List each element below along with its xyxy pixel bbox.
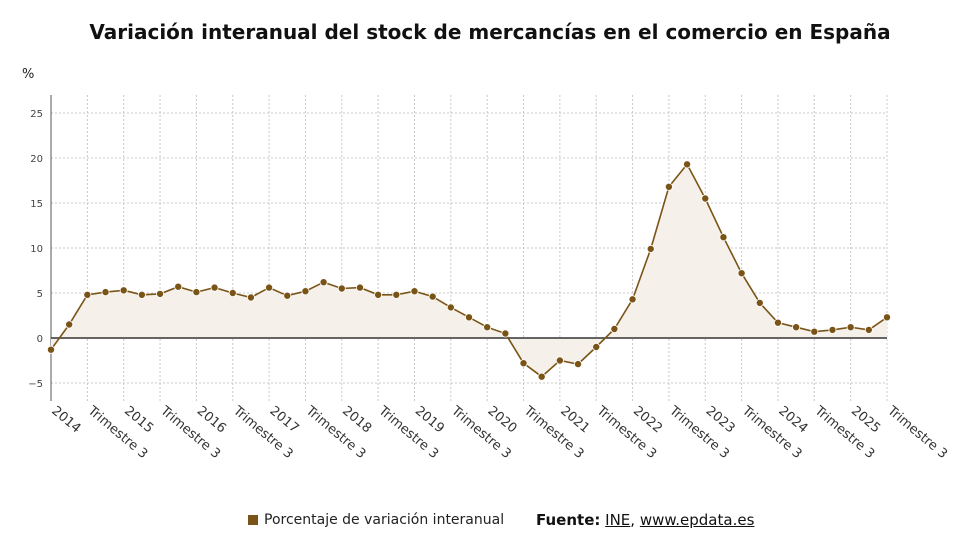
data-point [828, 325, 837, 334]
data-point [392, 290, 401, 299]
data-point [210, 283, 219, 292]
data-point [610, 324, 619, 333]
data-point [428, 292, 437, 301]
data-point [864, 325, 873, 334]
legend-label: Porcentaje de variación interanual [264, 512, 505, 528]
y-tick-label: 15 [30, 199, 43, 210]
data-point [664, 182, 673, 191]
data-point [156, 289, 165, 298]
x-tick-label: Trimestre 3 [884, 403, 950, 462]
data-point [792, 323, 801, 332]
data-point [483, 323, 492, 332]
data-point [719, 233, 728, 242]
data-point [701, 194, 710, 203]
data-point [101, 288, 110, 297]
chart-title: Variación interanual del stock de mercan… [89, 20, 891, 44]
y-tick-label: 20 [30, 154, 43, 165]
data-point [410, 287, 419, 296]
y-tick-labels: −5 0 5 10 15 20 25 [28, 109, 43, 390]
data-point [592, 342, 601, 351]
y-tick-label: 10 [30, 244, 43, 255]
data-point [446, 303, 455, 312]
data-point [737, 269, 746, 278]
series-area [51, 164, 887, 377]
y-tick-label: 25 [30, 109, 43, 120]
data-point [355, 283, 364, 292]
data-point [628, 295, 637, 304]
data-point [228, 288, 237, 297]
data-point [137, 290, 146, 299]
data-point [519, 359, 528, 368]
data-point [574, 360, 583, 369]
data-point [65, 320, 74, 329]
data-point [283, 291, 292, 300]
y-tick-label: 0 [37, 334, 43, 345]
data-point [683, 160, 692, 169]
source-link-epdata[interactable]: www.epdata.es [639, 511, 755, 529]
data-point [501, 329, 510, 338]
data-point [537, 372, 546, 381]
source-label: Fuente: [536, 511, 601, 529]
y-tick-label: 5 [37, 289, 43, 300]
data-point [810, 327, 819, 336]
y-axis-unit: % [22, 67, 35, 82]
y-tick-label: −5 [28, 379, 43, 390]
data-point [646, 244, 655, 253]
data-point [555, 356, 564, 365]
data-point [464, 313, 473, 322]
series-line [50, 162, 888, 378]
data-point [301, 287, 310, 296]
data-point [319, 278, 328, 287]
data-point [883, 313, 892, 322]
area-layer [51, 164, 887, 377]
series-points-layer [47, 160, 892, 381]
data-point [47, 345, 56, 354]
legend: Porcentaje de variación interanual [248, 512, 504, 528]
legend-swatch [248, 515, 258, 525]
data-point [755, 298, 764, 307]
data-point [773, 318, 782, 327]
data-point [246, 293, 255, 302]
data-point [192, 288, 201, 297]
x-tick-label: 2014 [48, 404, 83, 437]
source-note: Fuente: INE, www.epdata.es [536, 511, 754, 529]
source-separator: , [630, 511, 636, 529]
data-point [265, 283, 274, 292]
data-point [374, 290, 383, 299]
grid-layer [50, 95, 888, 401]
data-point [83, 290, 92, 299]
data-point [174, 282, 183, 291]
data-point [119, 286, 128, 295]
data-point [337, 284, 346, 293]
data-point [846, 323, 855, 332]
series-line-layer [50, 162, 888, 378]
source-link-ine[interactable]: INE [605, 511, 631, 529]
